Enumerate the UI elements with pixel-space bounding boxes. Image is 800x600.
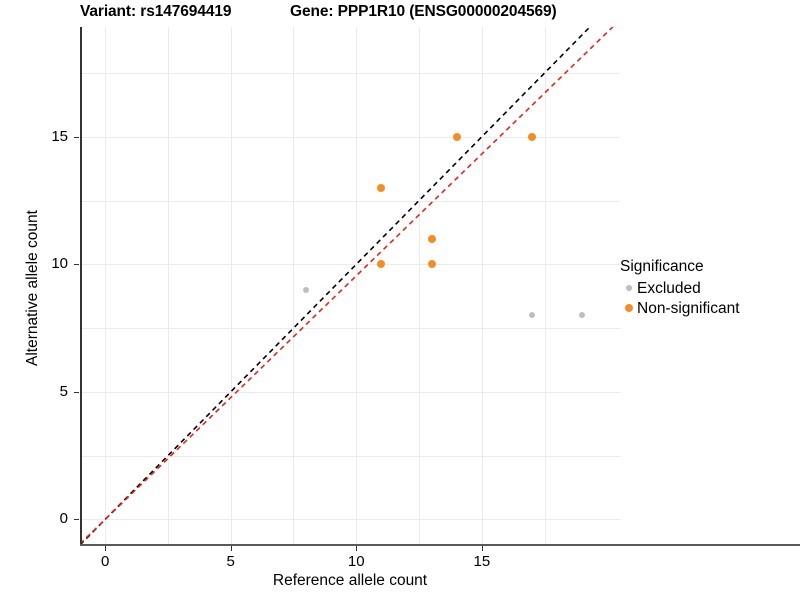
gene-title: Gene: PPP1R10 (ENSG00000204569) <box>290 3 557 20</box>
gridline-vertical <box>230 27 232 545</box>
x-tick <box>230 546 232 551</box>
data-point <box>528 132 537 141</box>
x-axis-label: Reference allele count <box>272 572 428 589</box>
gridline-horizontal <box>80 391 620 393</box>
x-tick <box>356 546 358 551</box>
reference-lines <box>80 27 614 545</box>
y-tick <box>74 264 79 266</box>
gridline-vertical <box>544 27 546 545</box>
data-point <box>303 286 310 293</box>
legend-item-label: Excluded <box>637 279 701 297</box>
legend-items: Excluded Non-significant <box>620 278 800 318</box>
data-point <box>377 260 386 269</box>
y-tick-label: 10 <box>51 255 68 273</box>
x-tick-label: 15 <box>473 553 491 570</box>
y-tick-label: 15 <box>51 127 68 145</box>
gridline-horizontal <box>80 264 620 266</box>
y-tick <box>74 136 79 138</box>
legend-item-label: Non-significant <box>637 299 740 317</box>
gridline-horizontal <box>80 328 620 330</box>
identity-line <box>80 27 591 545</box>
y-axis-label: Alternative allele count <box>24 210 41 366</box>
gridline-vertical <box>356 27 358 545</box>
gridline-horizontal <box>80 136 620 138</box>
x-tick-label: 5 <box>226 553 235 570</box>
x-tick-label: 0 <box>100 553 110 570</box>
data-point <box>427 260 436 269</box>
gridline-vertical <box>419 27 421 545</box>
gridline-horizontal <box>80 200 620 202</box>
y-axis-line <box>80 27 82 545</box>
x-tick <box>105 546 107 551</box>
legend-item-excluded[interactable]: Excluded <box>620 278 800 298</box>
gridline-vertical <box>105 27 107 545</box>
legend-title: Significance <box>620 258 704 275</box>
data-point <box>529 312 536 319</box>
plot-title-row: Variant: rs147694419 Gene: PPP1R10 (ENSG… <box>0 0 620 28</box>
legend-swatch-icon <box>620 300 637 317</box>
gridline-vertical <box>481 27 483 545</box>
gridline-horizontal <box>80 455 620 457</box>
gridline-vertical <box>293 27 295 545</box>
legend: Significance Excluded Non-significant <box>620 258 800 318</box>
legend-item-non-significant[interactable]: Non-significant <box>620 298 800 318</box>
plot-panel <box>80 27 620 545</box>
y-tick <box>74 519 79 521</box>
x-tick-label: 10 <box>347 553 365 570</box>
gridline-vertical <box>167 27 169 545</box>
gridline-horizontal <box>80 519 620 521</box>
data-point <box>377 183 386 192</box>
expected-ratio-line <box>80 27 614 545</box>
x-axis-line <box>80 544 800 546</box>
y-tick <box>74 391 79 393</box>
y-tick-label: 5 <box>59 382 68 400</box>
data-point <box>427 234 436 243</box>
data-point <box>452 132 461 141</box>
gridline-horizontal <box>80 72 620 74</box>
legend-swatch-icon <box>620 280 637 297</box>
data-point <box>579 312 586 319</box>
variant-title: Variant: rs147694419 <box>80 3 232 20</box>
x-tick <box>481 546 483 551</box>
y-tick-label: 0 <box>59 510 68 528</box>
